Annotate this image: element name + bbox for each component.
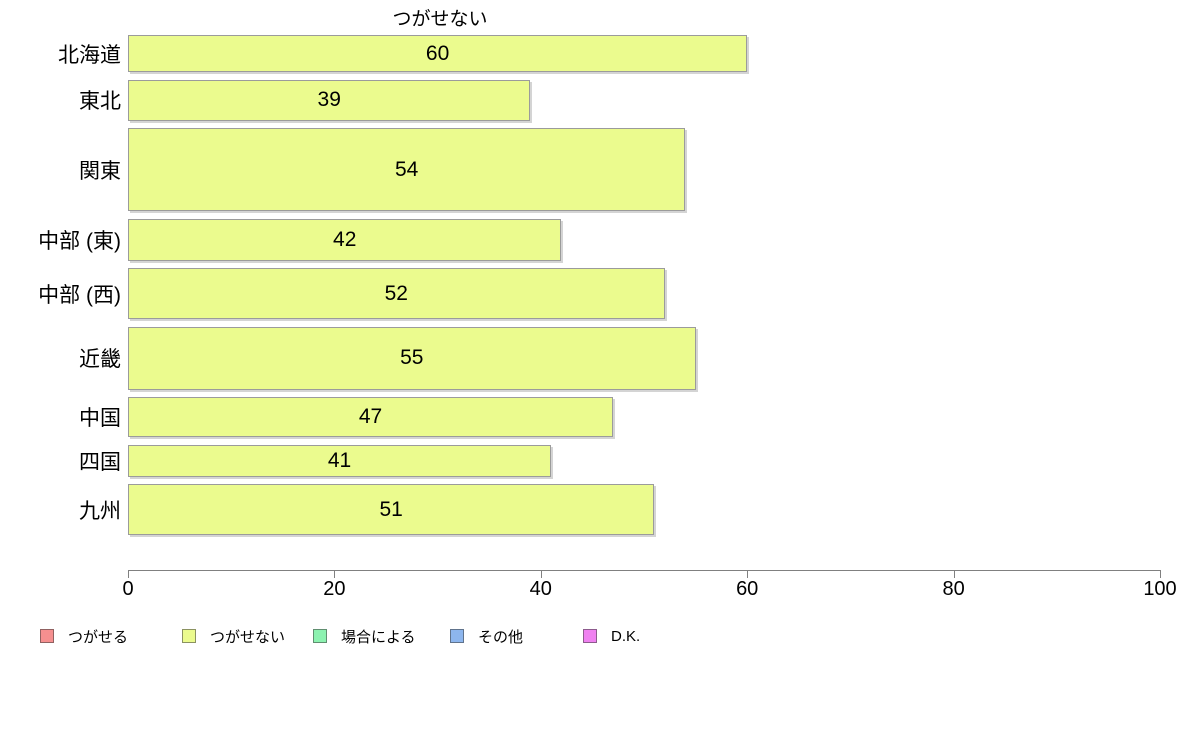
- bar: 41: [128, 444, 552, 477]
- legend-label: その他: [478, 628, 524, 646]
- bar-value-label: 55: [400, 346, 424, 369]
- x-tick: [953, 570, 955, 578]
- legend-label: つがせない: [210, 628, 286, 646]
- x-tick-label: 40: [529, 578, 552, 600]
- bar: 51: [128, 484, 655, 535]
- x-tick: [540, 570, 542, 578]
- legend-item: つがせる: [40, 624, 128, 648]
- bar-value-label: 41: [327, 448, 352, 472]
- category-label: 中国: [79, 407, 121, 430]
- category-label: 北海道: [58, 43, 121, 67]
- legend-swatch-icon: [450, 629, 464, 643]
- x-axis-line: [128, 570, 1161, 571]
- category-label: 東北: [79, 90, 121, 113]
- legend-swatch-icon: [40, 629, 54, 643]
- bar-value-label: 54: [394, 157, 419, 181]
- x-tick-label: 100: [1143, 578, 1177, 600]
- x-tick-label: 0: [122, 578, 134, 600]
- category-label: 九州: [79, 499, 121, 523]
- bar: 47: [128, 397, 614, 437]
- legend-swatch-icon: [583, 629, 597, 643]
- x-tick: [334, 570, 336, 578]
- bar-value-label: 52: [384, 281, 408, 305]
- bar: 42: [128, 218, 562, 261]
- category-label: 近畿: [79, 348, 121, 371]
- category-label: 中部 (東): [38, 229, 121, 253]
- category-label: 関東: [79, 159, 121, 183]
- x-tick: [1160, 570, 1161, 578]
- legend-item: 場合による: [313, 624, 416, 648]
- bar: 39: [128, 79, 531, 121]
- bar: 52: [128, 268, 665, 319]
- category-label: 四国: [79, 450, 121, 474]
- x-tick: [747, 570, 749, 578]
- bar: 54: [128, 128, 686, 211]
- legend-label: D.K.: [611, 627, 641, 645]
- legend-label: つがせる: [68, 628, 129, 646]
- x-tick-label: 20: [323, 578, 346, 600]
- legend-swatch-icon: [313, 629, 327, 643]
- legend-item: D.K.: [583, 624, 640, 648]
- legend-item: つがせない: [182, 624, 285, 648]
- bar: 55: [128, 326, 696, 390]
- legend: つがせる つがせない 場合による その他 D.K.: [0, 624, 1188, 648]
- legend-item: その他: [450, 624, 523, 648]
- category-label: 中部 (西): [38, 283, 121, 307]
- bar: 60: [128, 35, 748, 72]
- chart-title: つがせない: [392, 9, 488, 30]
- bar-value-label: 42: [333, 227, 357, 251]
- legend-label: 場合による: [341, 628, 416, 646]
- bar-value-label: 60: [425, 41, 450, 65]
- legend-swatch-icon: [182, 629, 196, 643]
- x-tick-label: 80: [942, 578, 965, 600]
- x-tick: [128, 570, 129, 578]
- bar-value-label: 47: [358, 405, 383, 428]
- x-tick-label: 60: [736, 578, 759, 600]
- bar-value-label: 39: [317, 88, 341, 111]
- bar-value-label: 51: [379, 497, 403, 521]
